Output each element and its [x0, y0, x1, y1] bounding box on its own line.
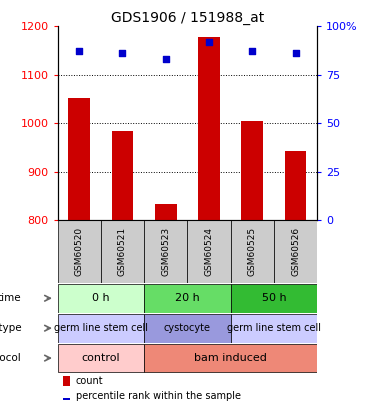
Text: 20 h: 20 h	[175, 293, 200, 303]
Text: cystocyte: cystocyte	[164, 323, 211, 333]
Bar	[274, 220, 317, 283]
Text: GSM60526: GSM60526	[291, 227, 300, 276]
Text: count: count	[76, 376, 103, 386]
Text: GSM60523: GSM60523	[161, 227, 170, 276]
Bar	[112, 131, 133, 220]
Point	[249, 48, 255, 55]
Point	[163, 56, 169, 62]
Bar	[242, 121, 263, 220]
Bar	[68, 98, 90, 220]
Bar	[144, 344, 317, 373]
Bar	[231, 220, 274, 283]
Bar	[231, 314, 317, 343]
Text: percentile rank within the sample: percentile rank within the sample	[76, 391, 241, 401]
Point	[206, 38, 212, 45]
Text: time: time	[0, 293, 21, 303]
Text: GSM60520: GSM60520	[75, 227, 83, 276]
Text: GSM60521: GSM60521	[118, 227, 127, 276]
Text: cell type: cell type	[0, 323, 21, 333]
Bar	[144, 314, 231, 343]
Text: bam induced: bam induced	[194, 353, 267, 363]
Bar	[187, 220, 231, 283]
Bar	[58, 344, 144, 373]
Bar	[101, 220, 144, 283]
Text: protocol: protocol	[0, 353, 21, 363]
Bar	[63, 398, 70, 400]
Bar	[231, 284, 317, 313]
Bar	[63, 376, 70, 386]
Bar	[58, 220, 101, 283]
Bar	[58, 314, 144, 343]
Text: GSM60524: GSM60524	[204, 227, 213, 276]
Bar	[144, 284, 231, 313]
Bar	[155, 204, 177, 220]
Point	[119, 50, 125, 57]
Point	[76, 48, 82, 55]
Text: GSM60525: GSM60525	[248, 227, 257, 276]
Text: 0 h: 0 h	[92, 293, 109, 303]
Text: germ line stem cell: germ line stem cell	[54, 323, 148, 333]
Title: GDS1906 / 151988_at: GDS1906 / 151988_at	[111, 11, 264, 25]
Bar	[58, 284, 144, 313]
Text: germ line stem cell: germ line stem cell	[227, 323, 321, 333]
Bar	[144, 220, 187, 283]
Bar	[198, 37, 220, 220]
Text: 50 h: 50 h	[262, 293, 286, 303]
Bar	[285, 151, 306, 220]
Text: control: control	[82, 353, 120, 363]
Point	[293, 50, 299, 57]
